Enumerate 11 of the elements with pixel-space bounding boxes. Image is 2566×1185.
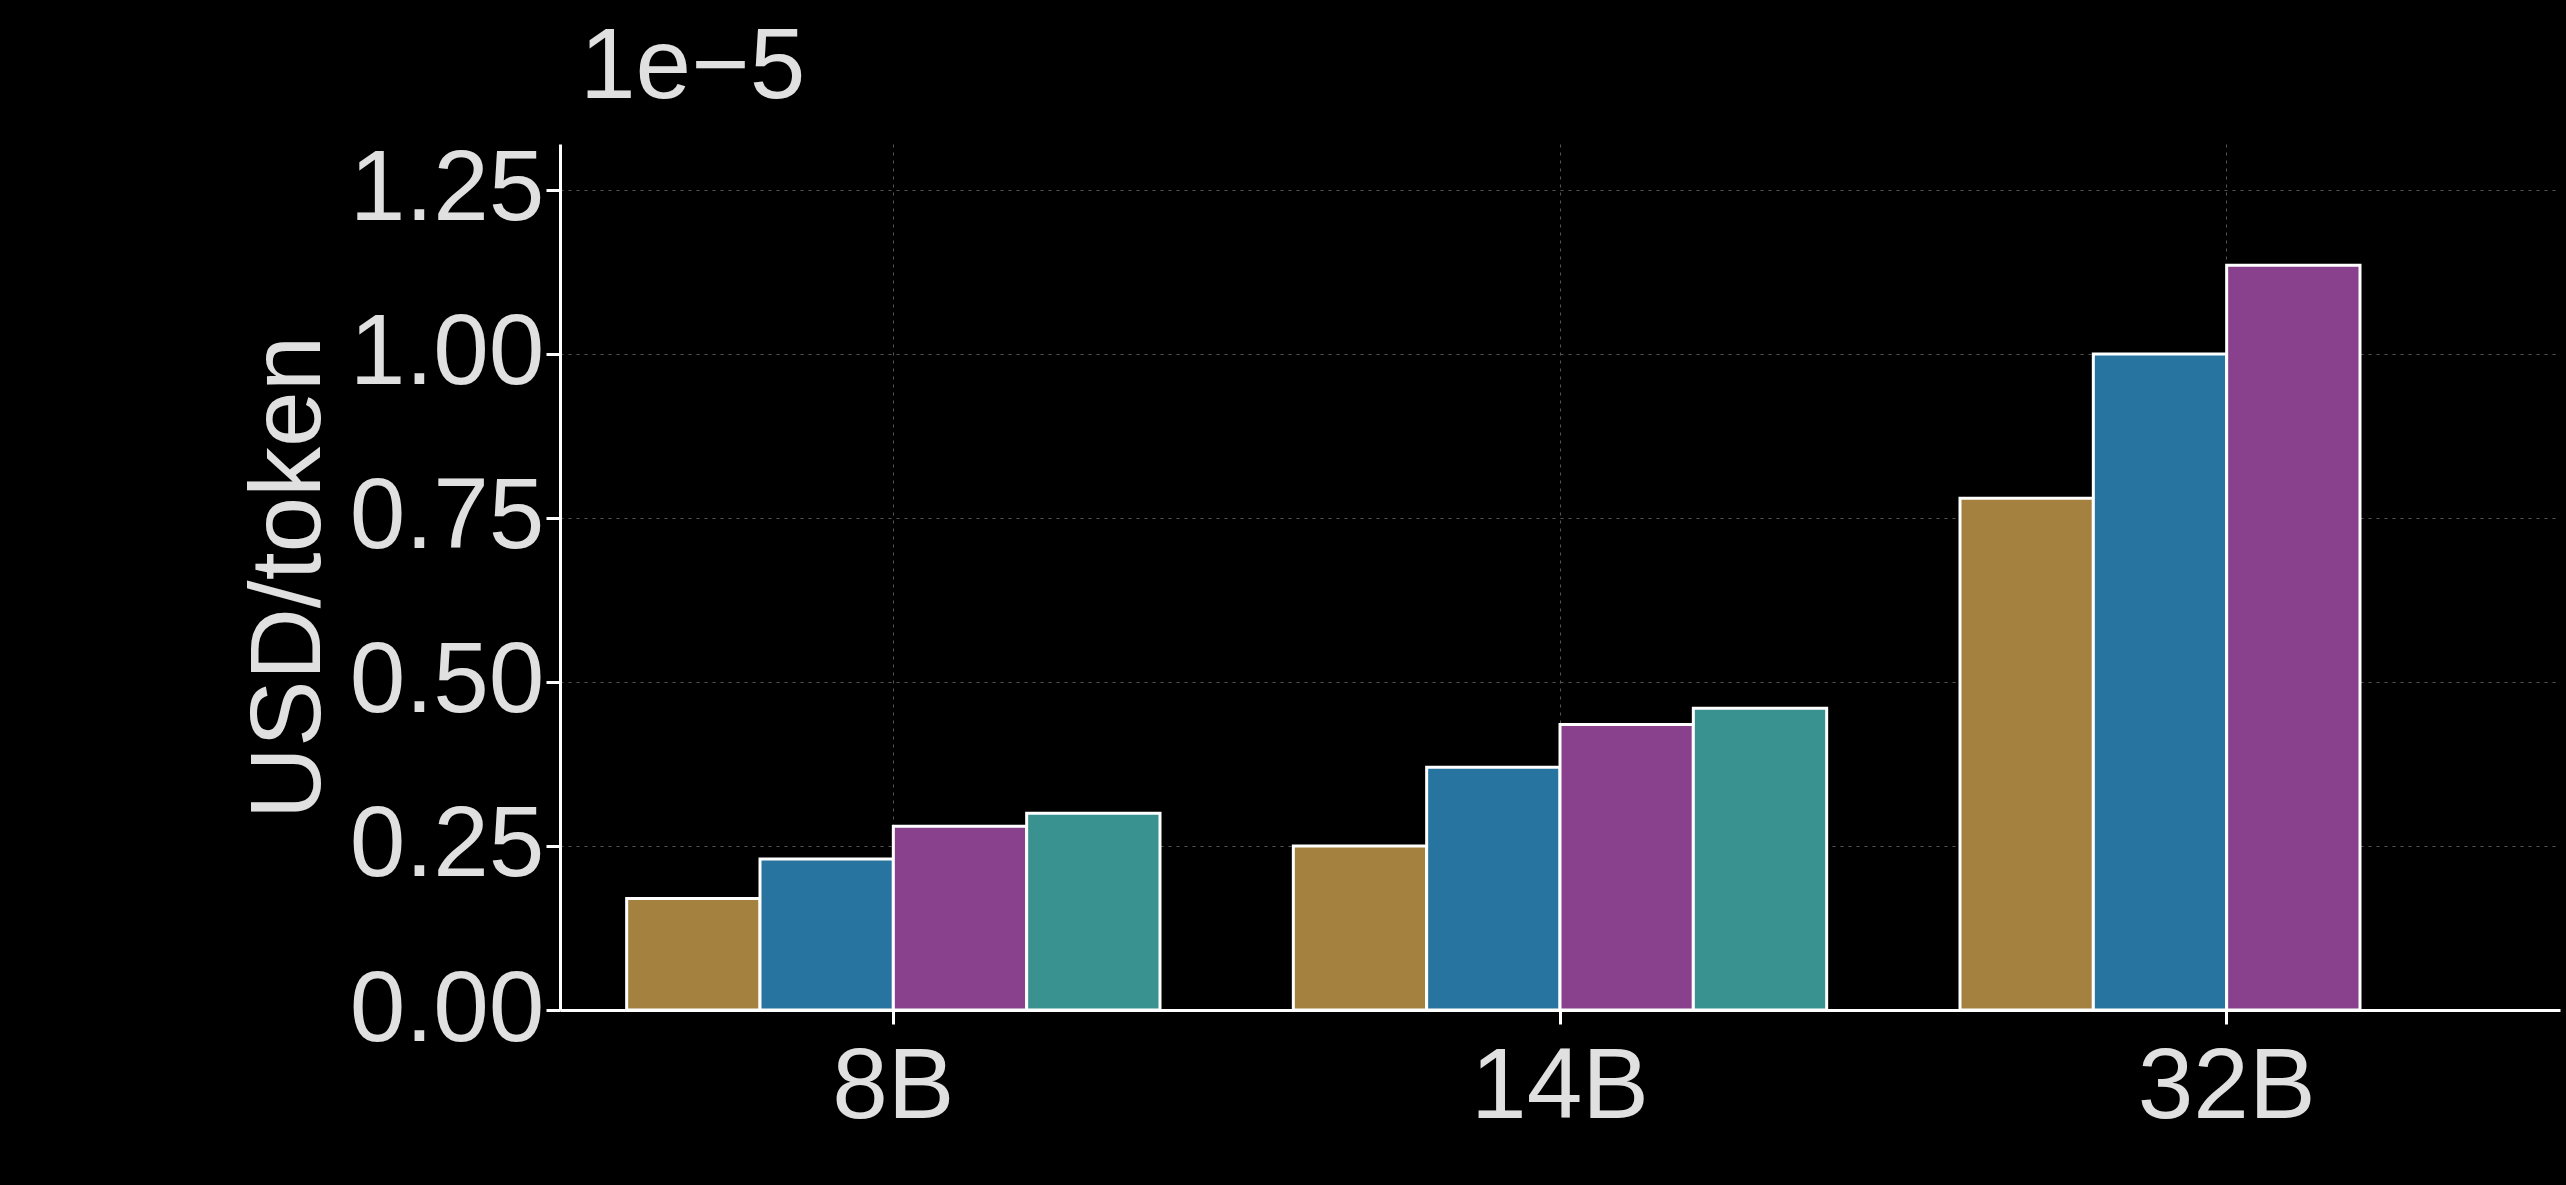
x-tick-label: 8B bbox=[832, 1026, 955, 1139]
y-tick-label: 0.50 bbox=[349, 621, 545, 734]
x-tick-label: 14B bbox=[1471, 1026, 1649, 1139]
y-tick-label: 0.25 bbox=[349, 785, 545, 898]
y-tick-label: 1.25 bbox=[349, 129, 545, 242]
x-tick-label: 32B bbox=[2137, 1026, 2316, 1139]
y-tick-label: 0.75 bbox=[349, 457, 545, 570]
text: 1e−5 bbox=[580, 7, 806, 119]
y-axis-title: USD/token bbox=[228, 335, 341, 820]
y-tick-label: 1.00 bbox=[349, 293, 545, 406]
y-tick-label: 0.00 bbox=[349, 949, 545, 1062]
